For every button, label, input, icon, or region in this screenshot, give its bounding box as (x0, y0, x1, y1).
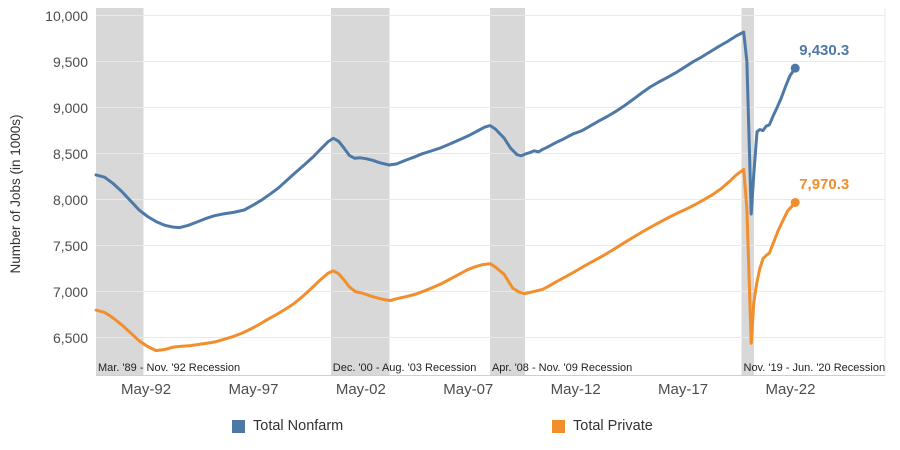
recession-band (330, 8, 390, 375)
recession-band-label: Apr. '08 - Nov. '09 Recession (492, 362, 632, 374)
y-tick-label: 8,500 (52, 145, 88, 162)
private-end-value: 7,970.3 (799, 176, 850, 194)
x-tick-label: May-07 (443, 381, 494, 398)
x-tick-label: May-12 (550, 381, 601, 398)
x-tick-label: May-22 (765, 381, 816, 398)
recession-band (741, 8, 754, 375)
y-tick-label: 7,000 (52, 283, 88, 300)
recession-band (489, 8, 525, 375)
y-tick-label: 6,500 (52, 329, 88, 346)
series-end-dot[interactable] (790, 197, 800, 207)
legend-item-total-nonfarm[interactable]: Total Nonfarm (232, 416, 343, 436)
x-tick-label: May-17 (658, 381, 709, 398)
y-tick-label: 7,500 (52, 237, 88, 254)
series-end-dot[interactable] (790, 63, 800, 73)
nonfarm-end-value: 9,430.3 (799, 42, 850, 60)
recession-band-label: Nov. '19 - Jun. '20 Recession (744, 362, 886, 374)
y-tick-label: 9,000 (52, 99, 88, 116)
nonfarm-legend-swatch (232, 419, 245, 433)
private-legend-swatch (552, 419, 565, 433)
nonfarm-legend-label: Total Nonfarm (253, 418, 344, 434)
x-tick-label: May-02 (335, 381, 386, 398)
x-tick-label: May-97 (228, 381, 279, 398)
series-line-total-private[interactable] (94, 167, 797, 353)
y-tick-label: 9,500 (52, 53, 88, 70)
legend-item-total-private[interactable]: Total Private (552, 416, 653, 436)
private-legend-label: Total Private (573, 418, 653, 434)
y-tick-label: 8,000 (52, 191, 88, 208)
recession-band-label: Mar. '89 - Nov. '92 Recession (98, 362, 240, 374)
y-tick-label: 10,000 (45, 7, 88, 24)
recession-band-label: Dec. '00 - Aug. '03 Recession (333, 362, 477, 374)
x-tick-label: May-92 (121, 381, 172, 398)
series-line-total-nonfarm[interactable] (94, 30, 797, 230)
